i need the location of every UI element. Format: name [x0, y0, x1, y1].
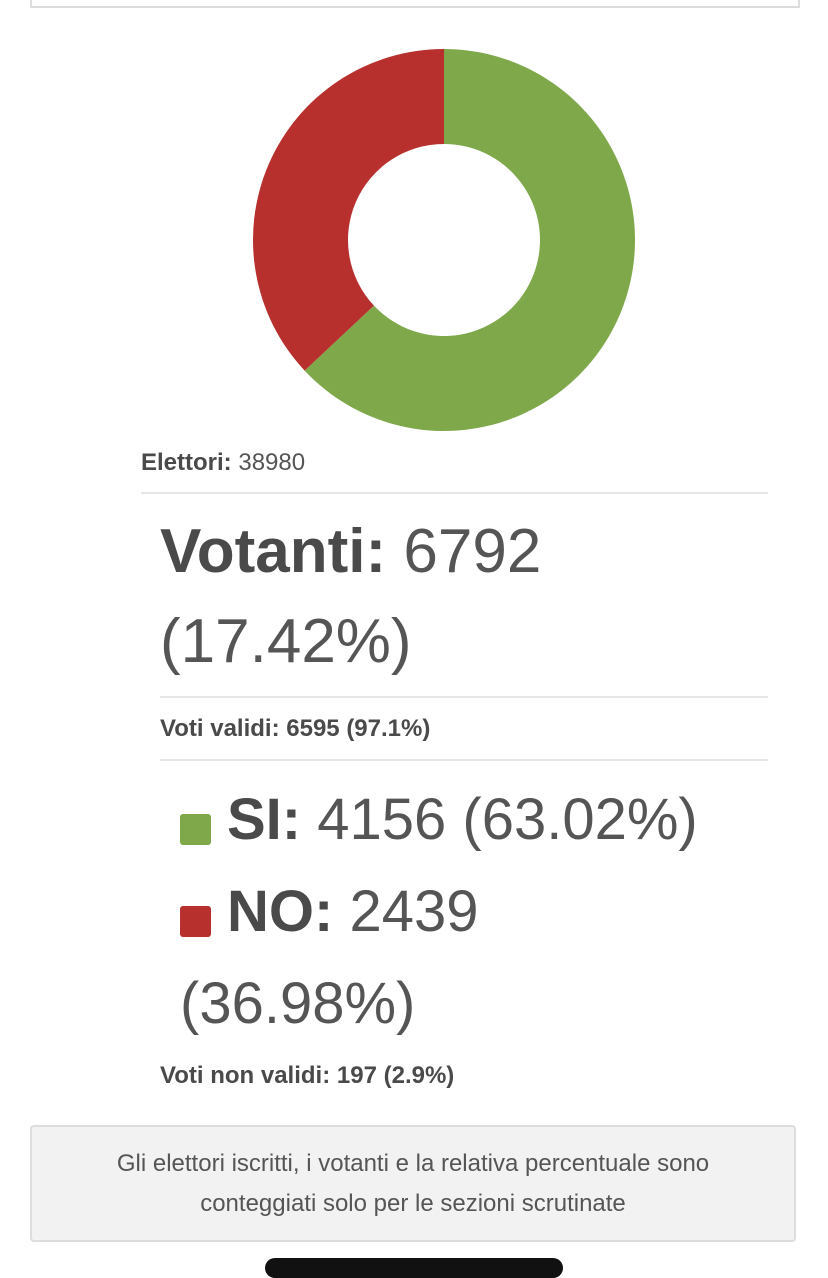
label: Votanti: [160, 517, 387, 586]
percent: (97.1%) [346, 715, 431, 742]
value: 6792 [403, 517, 542, 586]
label: Voti validi: [160, 715, 280, 742]
donut-slice [304, 49, 635, 432]
value: 6595 [286, 715, 340, 742]
divider [160, 696, 768, 698]
label: Voti non validi: [160, 1062, 331, 1089]
value: 197 [336, 1062, 377, 1089]
divider [141, 492, 768, 494]
note: Gli elettori iscritti, i votanti e la re… [116, 1149, 710, 1217]
legend-swatch [180, 906, 211, 937]
percent: (2.9%) [383, 1062, 455, 1089]
donut-slice [252, 49, 444, 371]
voters: Votanti: 6792 (17.42%) [160, 507, 541, 687]
percent: (36.98%) [180, 971, 416, 1036]
label: Elettori: [141, 449, 232, 476]
home-indicator [265, 1258, 563, 1278]
result-si: SI: 4156 (63.02%) [180, 774, 698, 866]
value: 38980 [238, 449, 306, 476]
label: NO: [227, 879, 334, 944]
invalid: Voti non validi: 197 (2.9%) [160, 1062, 454, 1090]
votes: 2439 [349, 879, 479, 944]
note-box: Gli elettori iscritti, i votanti e la re… [30, 1125, 796, 1242]
label: SI: [227, 787, 302, 852]
valid: Voti validi: 6595 (97.1%) [160, 715, 430, 743]
electors: Elettori: 38980 [141, 449, 305, 477]
votes: 4156 [317, 787, 447, 852]
card-top [30, 0, 800, 8]
percent: (63.02%) [462, 787, 698, 852]
legend-swatch [180, 814, 211, 845]
percent: (17.42%) [160, 607, 412, 676]
result-no: NO: 2439 (36.98%) [180, 866, 478, 1050]
donut-chart [252, 49, 635, 432]
divider [160, 759, 768, 761]
